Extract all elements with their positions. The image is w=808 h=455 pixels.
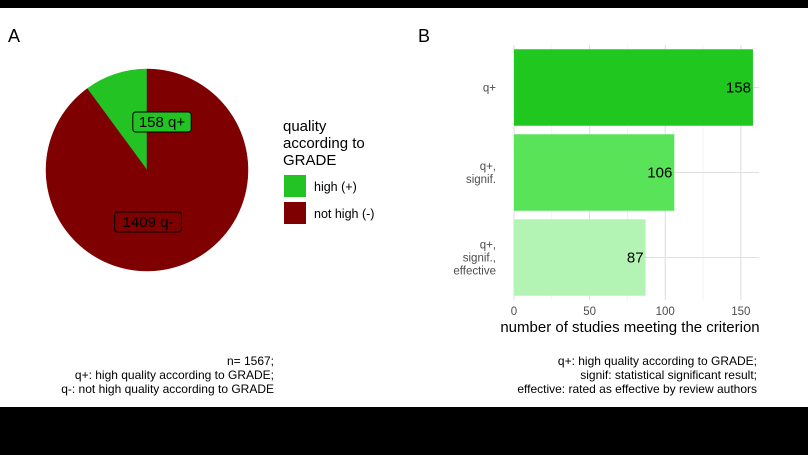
bar-value-label-2: 106 <box>647 165 672 182</box>
figure-canvas: A B 158 q+ 1409 q- quality according to G… <box>0 8 808 407</box>
bar-y-tick-label-1: q+ <box>483 83 496 95</box>
bar-3 <box>514 219 646 296</box>
bar-caption-line-2: signif: statistical significant result; <box>580 368 757 382</box>
legend-label-high: high (+) <box>314 180 357 194</box>
panel-b-letter: B <box>418 26 430 46</box>
legend-swatch-high <box>284 175 306 197</box>
figure-svg: A B 158 q+ 1409 q- quality according to G… <box>8 26 760 396</box>
bar-value-label-1: 158 <box>726 80 751 97</box>
panel-a-letter: A <box>8 26 20 46</box>
bar-y-tick-label-3: q+, signif., effective <box>453 240 496 278</box>
bar-chart: 158 106 87 q+ q+, signif. q+, signif., effective… <box>453 45 759 318</box>
pie-legend: quality according to GRADE high (+) not … <box>283 118 374 224</box>
pie-caption-line-3: q-: not high quality according to GRADE <box>61 382 274 396</box>
bar-value-label-3: 87 <box>627 250 644 267</box>
pie-slice-not-high <box>45 68 249 272</box>
pie-caption-line-1: n= 1567; <box>227 354 274 368</box>
bar-x-tick-label: 150 <box>731 306 750 318</box>
bar-caption: q+: high quality according to GRADE; sig… <box>517 354 757 396</box>
pie-caption: n= 1567; q+: high quality according to G… <box>61 354 274 396</box>
bar-y-tick-label-2: q+, signif. <box>466 161 496 186</box>
legend-title-line-3: GRADE <box>283 152 336 169</box>
bar-2 <box>514 134 675 211</box>
bar-1 <box>514 49 753 126</box>
bar-x-tick-label: 100 <box>656 306 675 318</box>
bar-caption-line-3: effective: rated as effective by review … <box>517 382 757 396</box>
bar-x-tick-label: 50 <box>583 306 596 318</box>
pie-slice-label-not-high: 1409 q- <box>123 214 174 231</box>
legend-label-not-high: not high (-) <box>314 207 374 221</box>
legend-title-line-1: quality <box>283 118 327 135</box>
bar-caption-line-1: q+: high quality according to GRADE; <box>558 354 757 368</box>
pie-caption-line-2: q+: high quality according to GRADE; <box>75 368 274 382</box>
pie-slice-label-box-high <box>132 111 192 133</box>
bar-x-tick-label: 0 <box>511 306 517 318</box>
pie-slice-label-box-not-high <box>114 211 182 233</box>
legend-title-line-2: according to <box>283 135 365 152</box>
legend-swatch-not-high <box>284 202 306 224</box>
bar-x-axis-label: number of studies meeting the criterion <box>500 319 759 336</box>
pie-slice-label-high: 158 q+ <box>139 114 186 131</box>
pie-chart: 158 q+ 1409 q- <box>45 68 249 272</box>
